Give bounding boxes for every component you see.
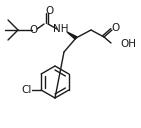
Text: NH: NH bbox=[53, 24, 69, 34]
Text: OH: OH bbox=[120, 39, 136, 49]
Polygon shape bbox=[67, 32, 77, 39]
Text: Cl: Cl bbox=[21, 85, 31, 95]
Text: O: O bbox=[30, 25, 38, 35]
Text: O: O bbox=[111, 23, 119, 33]
Text: O: O bbox=[45, 6, 53, 16]
